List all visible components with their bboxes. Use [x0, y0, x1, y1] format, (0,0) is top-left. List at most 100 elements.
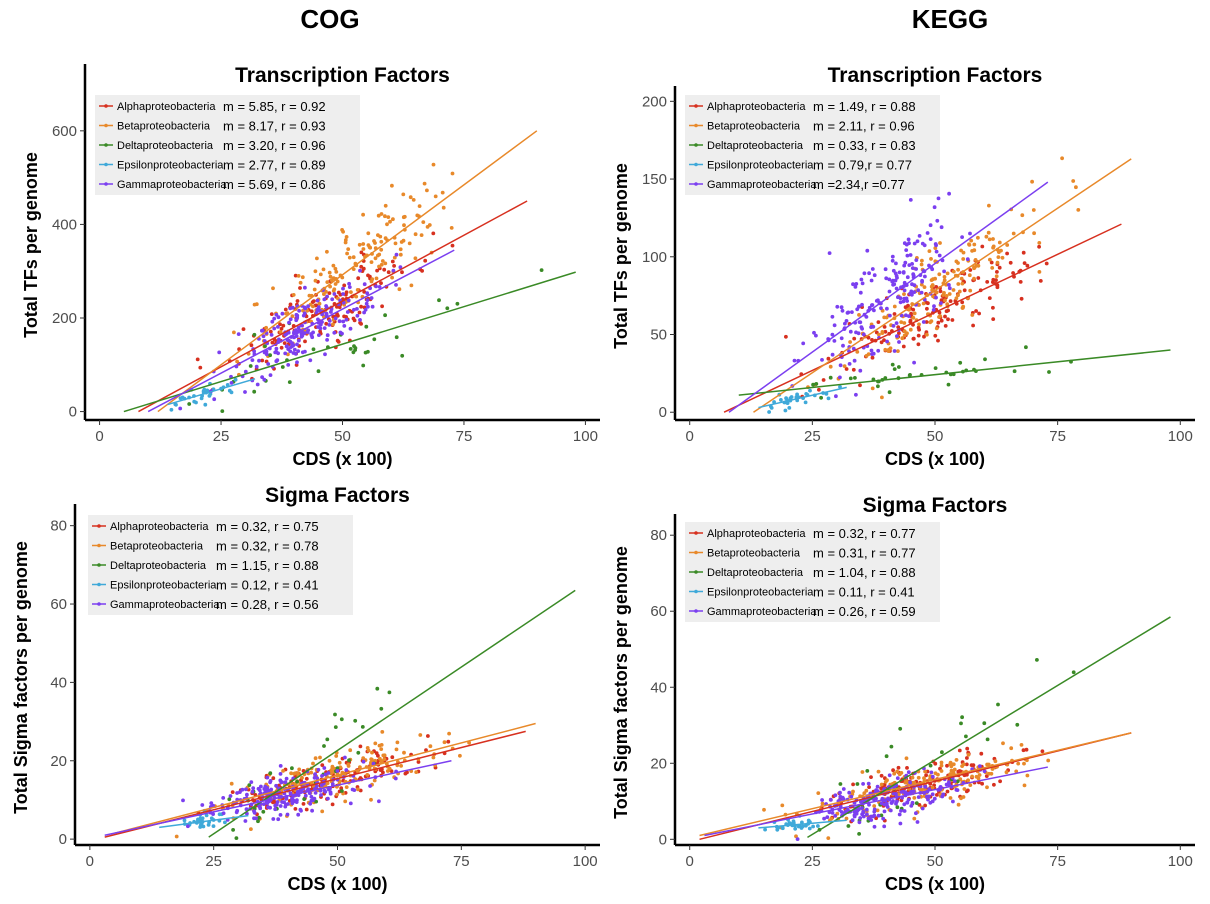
data-point	[316, 767, 321, 772]
data-point	[870, 267, 875, 271]
data-point	[822, 816, 826, 821]
legend-series-name: Betaproteobacteria	[707, 121, 801, 133]
data-point	[174, 834, 179, 839]
data-point	[348, 326, 353, 331]
data-point	[327, 758, 332, 763]
data-point	[337, 319, 342, 324]
data-point	[209, 801, 214, 805]
data-point	[933, 761, 938, 766]
data-point	[869, 775, 873, 779]
data-point	[340, 331, 344, 336]
data-point	[920, 279, 924, 284]
data-point	[942, 269, 946, 274]
data-point	[897, 812, 902, 817]
data-point	[924, 773, 928, 778]
data-point	[848, 329, 853, 334]
data-point	[874, 796, 878, 801]
x-tick-label: 0	[686, 428, 694, 445]
data-point	[281, 769, 285, 773]
data-point	[243, 390, 247, 394]
data-point	[767, 410, 771, 414]
data-point	[892, 282, 897, 287]
data-point	[896, 792, 901, 796]
x-axis-label: CDS (x 100)	[885, 874, 985, 894]
data-point	[358, 318, 362, 322]
data-point	[979, 751, 984, 756]
data-point	[357, 310, 362, 315]
data-point	[449, 226, 454, 230]
data-point	[284, 802, 288, 807]
data-point	[319, 793, 323, 797]
data-point	[940, 794, 945, 799]
data-point	[326, 796, 330, 801]
data-point	[876, 384, 880, 389]
data-point	[290, 799, 294, 803]
fit-line	[753, 158, 1132, 413]
data-point	[843, 321, 847, 326]
data-point	[1044, 261, 1049, 266]
legend-series-name: Epsilonproteobacteria	[117, 160, 224, 172]
data-point	[892, 304, 897, 309]
data-point	[255, 382, 260, 387]
data-point	[874, 299, 879, 303]
data-point	[296, 771, 300, 775]
data-point	[938, 241, 942, 245]
data-point	[960, 715, 964, 720]
data-point	[934, 285, 939, 289]
data-point	[264, 325, 268, 330]
data-point	[879, 782, 884, 787]
data-point	[989, 771, 994, 776]
data-point	[883, 329, 888, 334]
data-point	[344, 290, 349, 295]
data-point	[917, 322, 921, 327]
data-point	[910, 775, 915, 780]
data-point	[851, 367, 856, 372]
data-point	[356, 750, 361, 755]
data-point	[968, 288, 973, 293]
data-point	[899, 771, 904, 775]
data-point	[968, 783, 973, 787]
data-point	[866, 816, 871, 821]
legend-key-point	[104, 104, 108, 108]
data-point	[937, 310, 942, 315]
data-point	[867, 271, 871, 276]
data-point	[270, 340, 275, 345]
data-point	[296, 812, 301, 817]
data-point	[867, 785, 871, 789]
data-point	[296, 338, 301, 343]
data-point	[375, 686, 380, 691]
data-point	[276, 315, 281, 320]
data-point	[254, 364, 259, 369]
y-axis-label: Total TFs per genome	[21, 152, 41, 338]
data-point	[905, 800, 910, 805]
data-point	[273, 807, 278, 812]
data-point	[926, 797, 930, 802]
data-point	[440, 190, 445, 195]
data-point	[845, 311, 850, 315]
data-point	[202, 387, 207, 392]
data-point	[195, 357, 200, 362]
data-point	[1037, 270, 1042, 274]
data-point	[1025, 773, 1030, 778]
data-point	[908, 253, 913, 257]
data-point	[826, 836, 831, 840]
data-point	[271, 817, 276, 821]
data-point	[867, 305, 872, 310]
data-point	[932, 304, 936, 309]
data-point	[893, 271, 898, 276]
data-point	[539, 268, 544, 272]
data-point	[361, 247, 366, 251]
y-axis-label: Total Sigma factors per genome	[611, 546, 631, 819]
data-point	[377, 264, 381, 269]
data-point	[907, 241, 911, 246]
panel-title: Sigma Factors	[863, 494, 1008, 517]
data-point	[960, 300, 965, 305]
data-point	[348, 801, 353, 806]
data-point	[330, 802, 335, 807]
data-point	[333, 282, 338, 286]
legend-series-stat: m = 2.77, r = 0.89	[223, 158, 326, 173]
data-point	[271, 776, 276, 781]
data-point	[997, 240, 1002, 245]
data-point	[249, 780, 254, 784]
data-point	[851, 789, 855, 794]
